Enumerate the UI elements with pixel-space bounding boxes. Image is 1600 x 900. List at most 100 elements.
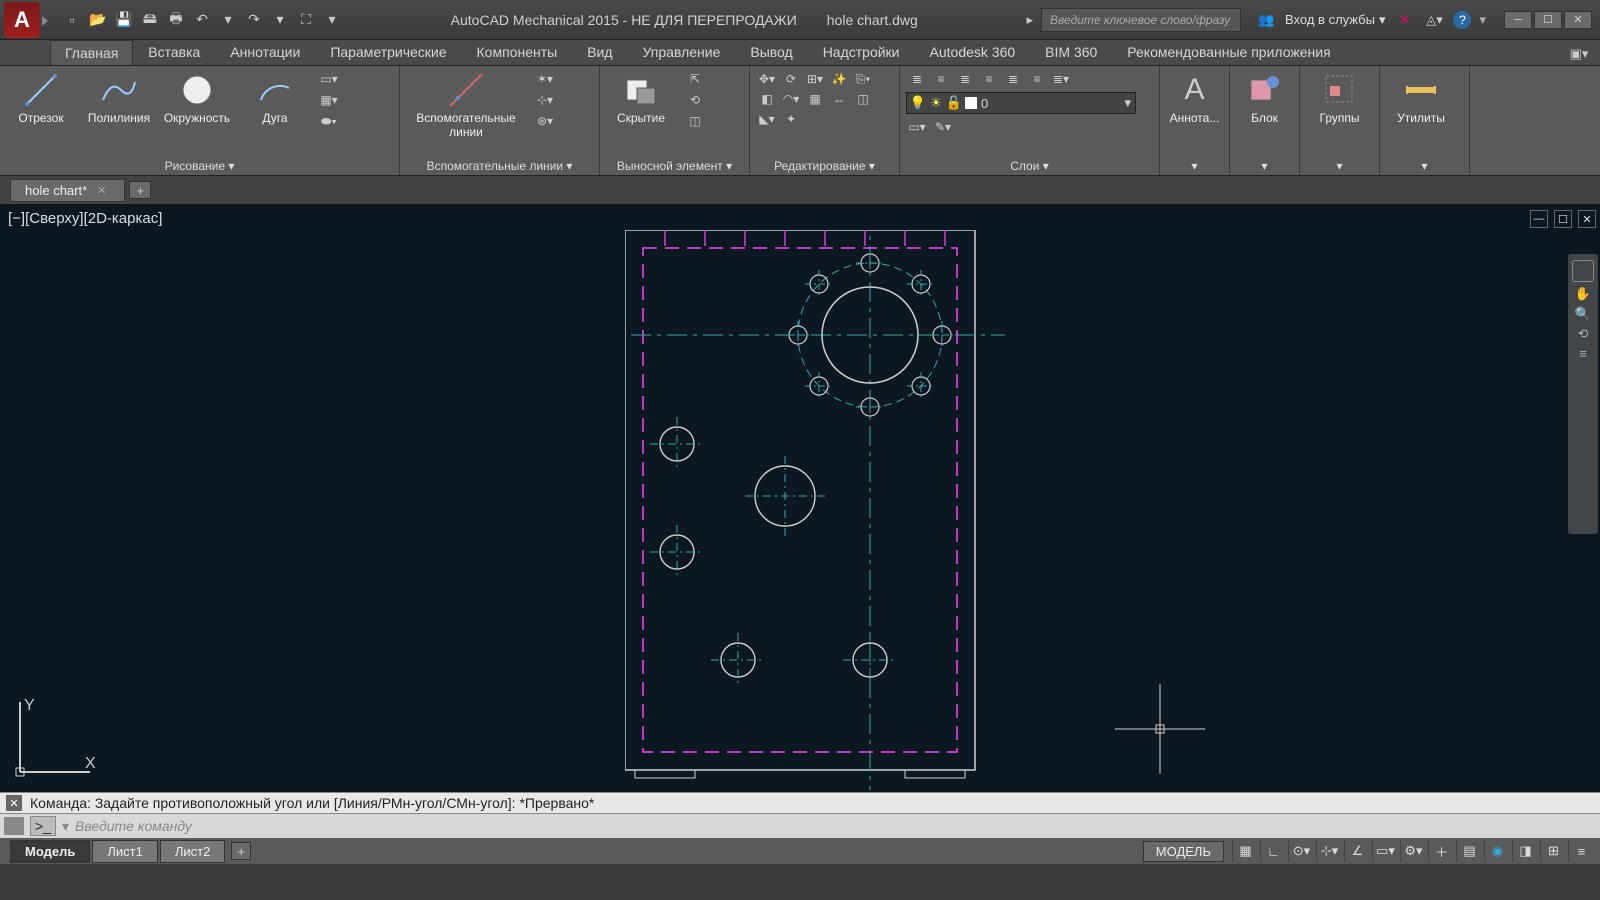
otrack-icon[interactable]: ∠ [1344,840,1370,862]
command-input[interactable]: >_ ▾ Введите команду [0,814,1600,838]
panel-anno-drop[interactable]: ▾ [1160,159,1229,173]
tab-view[interactable]: Вид [572,39,627,65]
redo-icon[interactable]: ↷ [244,10,264,30]
line-button[interactable]: Отрезок [6,70,76,126]
annotation-button[interactable]: AАннота... [1166,70,1223,126]
hatch-icon[interactable]: ▦▾ [318,91,340,108]
search-arrow-icon[interactable]: ▸ [1027,12,1034,28]
offset-icon[interactable]: ◫ [852,90,874,108]
tab-output[interactable]: Вывод [735,39,807,65]
workspace-icon[interactable]: ⛶ [296,10,316,30]
move-icon[interactable]: ✥▾ [756,70,778,88]
search-input[interactable]: Введите ключевое слово/фразу [1041,8,1241,32]
tab-sheet2[interactable]: Лист2 [160,840,225,863]
layer-c-icon[interactable]: ≣ [954,70,976,88]
detail-b-icon[interactable]: ⟲ [684,91,706,108]
nav-zoom-icon[interactable]: 🔍 [1575,306,1591,322]
tab-add-button[interactable]: + [231,842,251,860]
nav-orbit-icon[interactable]: ⟲ [1578,326,1589,342]
panel-draw-title[interactable]: Рисование ▾ [0,159,399,173]
layer-a-icon[interactable]: ≣ [906,70,928,88]
lwt-icon[interactable]: ▭▾ [1372,840,1398,862]
vp-max-icon[interactable]: ☐ [1554,210,1572,228]
maximize-icon[interactable]: ☐ [1534,11,1562,29]
layer-e-icon[interactable]: ≣ [1002,70,1024,88]
cline-c-icon[interactable]: ⊛▾ [534,113,556,130]
layer-dropdown[interactable]: 💡 ☀ 🔓 0 ▾ [906,92,1136,114]
gear-icon[interactable]: ⚙▾ [1400,840,1426,862]
vp-close-icon[interactable]: ✕ [1578,210,1596,228]
tab-parametric[interactable]: Параметрические [315,39,461,65]
ribbon-state-icon[interactable]: ▣▾ [1568,43,1590,65]
help-drop-icon[interactable]: ▾ [1479,12,1486,28]
polar-icon[interactable]: ⊙▾ [1288,840,1314,862]
hw-icon[interactable]: ⊞ [1540,840,1566,862]
exchange-icon[interactable]: ✕ [1393,9,1415,31]
arc-button[interactable]: Дуга [240,70,310,126]
plus-icon[interactable]: ＋ [1428,840,1454,862]
nav-wheel-icon[interactable] [1572,260,1594,282]
rect-icon[interactable]: ▭▾ [318,70,340,87]
customize-icon[interactable]: ≡ [1568,840,1594,862]
scale-icon[interactable]: ✨ [828,70,850,88]
vp-min-icon[interactable]: — [1530,210,1548,228]
tab-home[interactable]: Главная [50,40,133,65]
app-menu-icon[interactable]: A [4,2,40,38]
ortho-icon[interactable]: ∟ [1260,840,1286,862]
undo-icon[interactable]: ↶ [192,10,212,30]
layer-f-icon[interactable]: ≡ [1026,70,1048,88]
panel-groups-drop[interactable]: ▾ [1300,159,1379,173]
layer-i-icon[interactable]: ✎▾ [932,118,954,136]
tab-insert[interactable]: Вставка [133,39,215,65]
ellipse-icon[interactable]: ⬬▾ [318,113,340,130]
tab-addins[interactable]: Надстройки [808,39,915,65]
status-model-button[interactable]: МОДЕЛЬ [1143,841,1224,862]
iso-icon[interactable]: ◨ [1512,840,1538,862]
tab-model[interactable]: Модель [10,840,90,863]
doc-close-icon[interactable]: ✕ [97,184,106,197]
save-icon[interactable]: 💾 [114,10,134,30]
fillet-icon[interactable]: ◠▾ [780,90,802,108]
drawing-canvas[interactable]: [−][Сверху][2D-каркас] — ☐ ✕ X Y ✋ 🔍 ⟲ ≡ [0,204,1600,792]
array-icon[interactable]: ▦ [804,90,826,108]
cline-b-icon[interactable]: ⊹▾ [534,91,556,108]
new-icon[interactable]: ▫ [62,10,82,30]
annoscale-icon[interactable]: ◉ [1484,840,1510,862]
panel-layers-title[interactable]: Слои ▾ [900,159,1159,173]
stretch-icon[interactable]: ↔ [828,90,850,108]
explode-icon[interactable]: ✦ [780,110,802,128]
chamfer-icon[interactable]: ◣▾ [756,110,778,128]
layer-h-icon[interactable]: ▭▾ [906,118,928,136]
nav-pan-icon[interactable]: ✋ [1575,286,1591,302]
polyline-button[interactable]: Полилиния [84,70,154,126]
layer-g-icon[interactable]: ≣▾ [1050,70,1072,88]
construction-lines-button[interactable]: Вспомогательные линии [406,70,526,140]
layer-d-icon[interactable]: ≡ [978,70,1000,88]
cline-a-icon[interactable]: ✶▾ [534,70,556,87]
mirror-icon[interactable]: ◧ [756,90,778,108]
ws-icon[interactable]: ▤ [1456,840,1482,862]
grid-icon[interactable]: ▦ [1232,840,1258,862]
doc-tab[interactable]: hole chart*✕ [10,179,125,202]
tab-featured[interactable]: Рекомендованные приложения [1112,39,1345,65]
qat-more-icon[interactable]: ▾ [322,10,342,30]
nav-more-icon[interactable]: ≡ [1579,346,1587,361]
a360-icon[interactable]: ◬▾ [1423,9,1445,31]
cmd-close-icon[interactable]: ✕ [6,795,22,811]
panel-block-drop[interactable]: ▾ [1230,159,1299,173]
undo-drop-icon[interactable]: ▾ [218,10,238,30]
hide-button[interactable]: Скрытие [606,70,676,126]
detail-a-icon[interactable]: ⇱ [684,70,706,87]
close-icon[interactable]: ✕ [1564,11,1592,29]
signin-icon[interactable]: 👥 [1255,9,1277,31]
help-icon[interactable]: ? [1453,11,1471,29]
tab-autodesk360[interactable]: Autodesk 360 [915,39,1031,65]
tab-bim360[interactable]: BIM 360 [1030,39,1112,65]
minimize-icon[interactable]: ─ [1504,11,1532,29]
detail-c-icon[interactable]: ◫ [684,113,706,130]
viewport-label[interactable]: [−][Сверху][2D-каркас] [8,210,162,227]
osnap-icon[interactable]: ⊹▾ [1316,840,1342,862]
panel-util-drop[interactable]: ▾ [1380,159,1469,173]
circle-button[interactable]: Окружность [162,70,232,126]
saveas-icon[interactable]: 🖴 [140,10,160,30]
